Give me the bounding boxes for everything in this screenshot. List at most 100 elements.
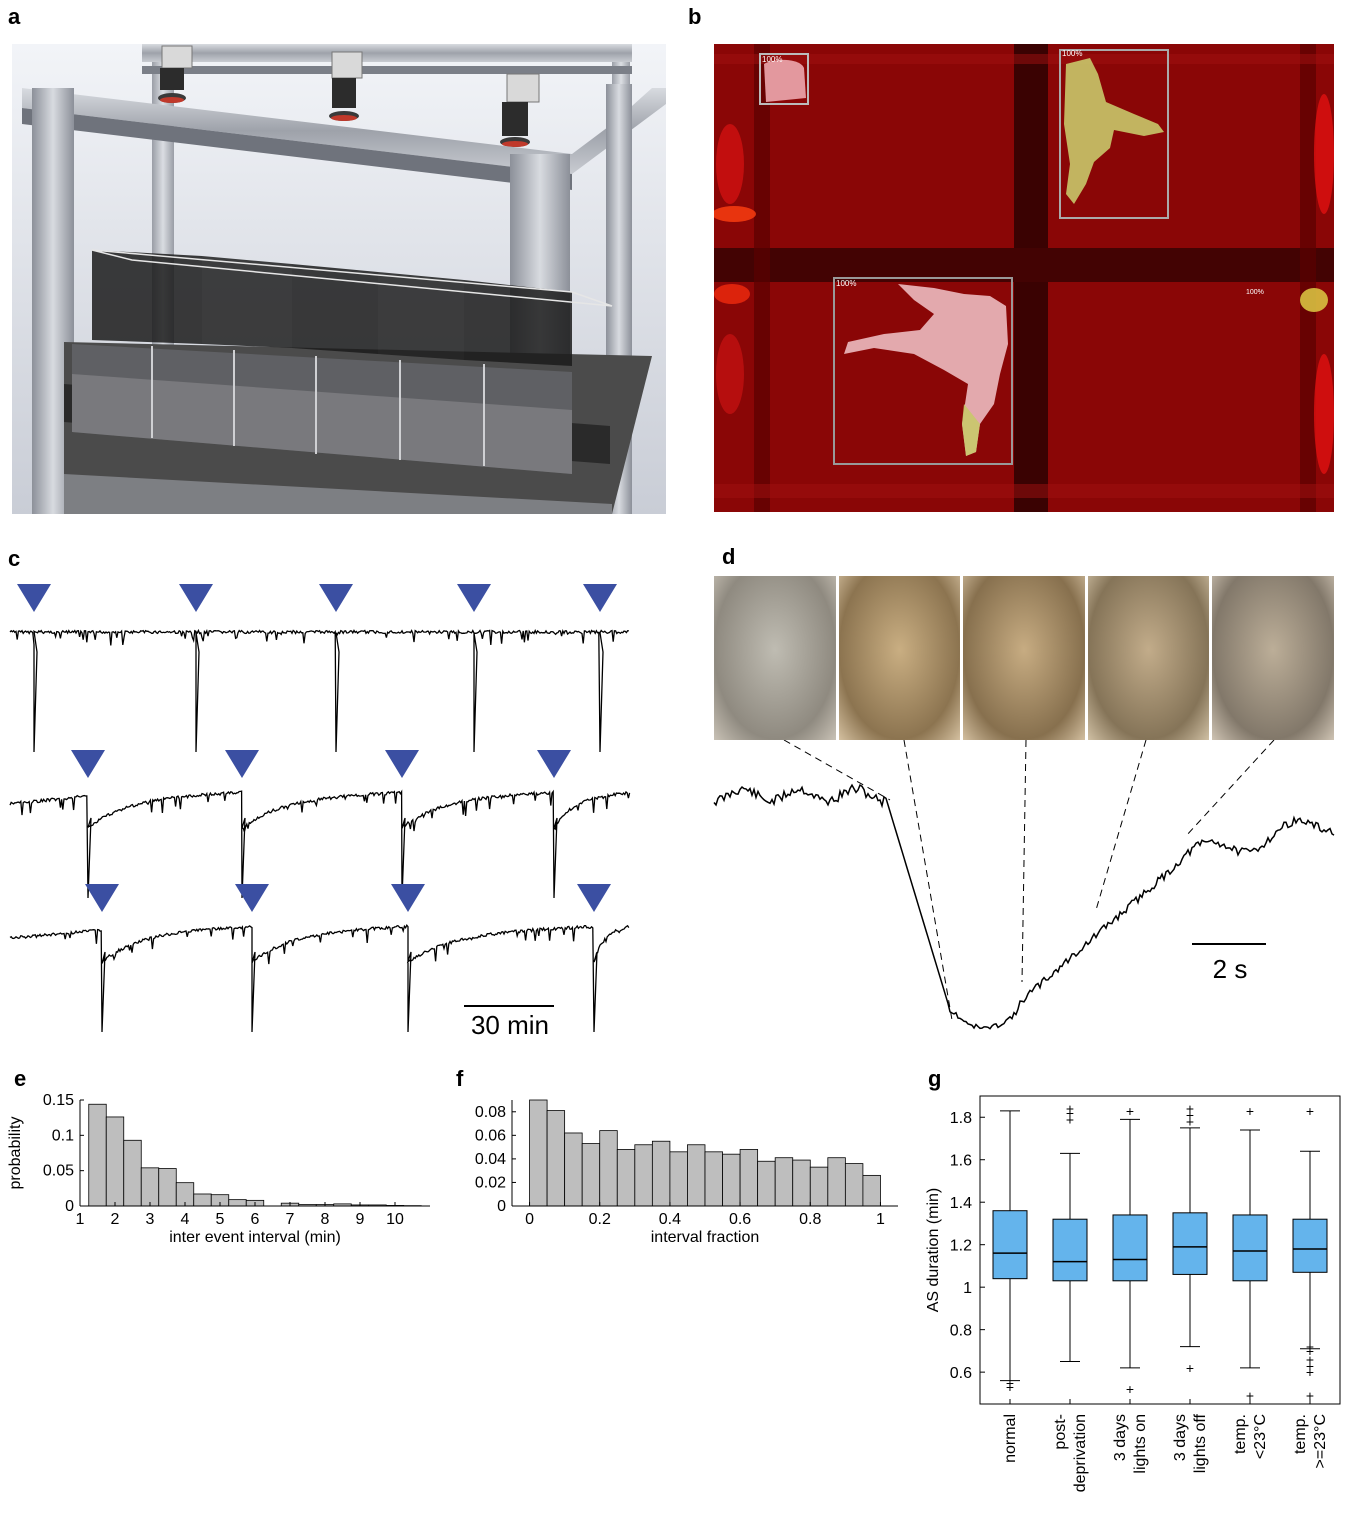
panel-e-histogram: 0 0.05 0.1 0.15 1 2 3 4 5 6 7 8 9 10 inter event inter… [0, 1086, 450, 1246]
x-tick-label-g-1-0: post- [1052, 1414, 1069, 1450]
photo-frame-1 [714, 576, 836, 740]
box-g-3 [1172, 1212, 1208, 1275]
rig-illustration [12, 44, 666, 514]
bar-e-0 [88, 1103, 107, 1207]
panel-letter-e: e [14, 1066, 27, 1091]
event-marker-c-1-0 [71, 750, 105, 778]
bar-e-6 [193, 1193, 212, 1207]
x-tick-label-e-2: 3 [146, 1211, 155, 1228]
y-tick-label-g-6: 1.8 [950, 1110, 972, 1127]
y-tick-label-g-2: 1 [963, 1280, 972, 1297]
trace-c-row-0 [9, 628, 629, 753]
x-tick-label-e-8: 9 [356, 1211, 365, 1228]
y-tick-label-g-0: 0.6 [950, 1365, 972, 1382]
x-tick-label-g-3-1: lights off [1192, 1413, 1209, 1473]
panel-letter-b: b [688, 4, 702, 29]
bar-e-3 [140, 1167, 160, 1207]
detection-label-2: 100% [1062, 49, 1082, 58]
detection-box-2: 100% [1059, 49, 1169, 219]
outlier-g-2-1: + [1126, 1103, 1134, 1119]
y-tick-label-e-2: 0.1 [52, 1127, 74, 1144]
photo-frame-5 [1212, 576, 1334, 740]
y-tick-label-g-3: 1.2 [950, 1238, 972, 1255]
detection-label-1: 100% [762, 55, 782, 64]
x-tick-label-e-4: 5 [216, 1211, 225, 1228]
event-marker-c-0-1 [179, 584, 213, 612]
trace-d-line [713, 783, 1335, 1030]
photo-frame-3 [963, 576, 1085, 740]
event-marker-c-2-2 [391, 884, 425, 912]
x-tick-label-g-5-0: temp. [1292, 1414, 1309, 1454]
panel-b-tracking-frame: 100% 100% 100% 100% [714, 44, 1334, 512]
y-axis-label-g: AS duration (min) [925, 1188, 942, 1313]
bar-f-3 [581, 1143, 601, 1207]
bar-f-1 [546, 1110, 566, 1207]
bar-f-2 [564, 1132, 583, 1207]
bar-e-1 [105, 1116, 125, 1207]
bar-f-8 [669, 1151, 688, 1207]
chart-g-svg: 0.60.811.21.41.61.8AS duration (min)++no… [925, 1095, 1341, 1492]
bar-e-8 [228, 1199, 247, 1207]
outlier-g-5-6: + [1306, 1103, 1314, 1119]
x-tick-label-g-1-1: deprivation [1072, 1414, 1089, 1492]
panel-letter-d: d [722, 544, 736, 569]
tracking-image: 100% 100% 100% 100% [714, 44, 1334, 512]
x-tick-label-e-0: 1 [76, 1211, 85, 1228]
scalebar-d-label: 2 s [1212, 954, 1248, 984]
x-tick-label-g-4-0: temp. [1232, 1414, 1249, 1454]
box-g-4 [1232, 1214, 1268, 1282]
x-tick-label-e-6: 7 [286, 1211, 295, 1228]
bar-f-11 [722, 1153, 741, 1207]
scalebar-d [1192, 943, 1266, 945]
outlier-g-3-0: + [1186, 1360, 1194, 1376]
x-tick-label-g-4-1: <23°C [1252, 1414, 1269, 1459]
outlier-g-5-3: + [1306, 1351, 1314, 1367]
y-tick-label-f-0: 0 [497, 1198, 506, 1215]
x-tick-label-g-2-0: 3 days [1112, 1414, 1129, 1461]
x-tick-label-f-0: 0 [525, 1211, 534, 1228]
bar-f-18 [844, 1163, 864, 1207]
camera-middle [329, 51, 363, 121]
event-marker-c-2-0 [85, 884, 119, 912]
panel-letter-f: f [456, 1066, 464, 1091]
photo-frame-2 [838, 576, 961, 740]
outlier-g-0-0: + [1006, 1375, 1014, 1391]
y-tick-label-f-1: 0.02 [475, 1174, 506, 1191]
outlier-g-0-1: + [1006, 1379, 1014, 1395]
x-tick-label-e-7: 8 [321, 1211, 330, 1228]
bar-f-16 [809, 1166, 829, 1207]
y-tick-label-f-2: 0.04 [475, 1151, 506, 1168]
y-tick-label-f-3: 0.06 [475, 1127, 506, 1144]
bar-f-5 [616, 1149, 636, 1207]
trace-d-guide-4 [1185, 740, 1275, 837]
box-g-0 [992, 1210, 1028, 1280]
chart-e-svg: 0 0.05 0.1 0.15 1 2 3 4 5 6 7 8 9 10 inter event inter… [7, 1092, 430, 1246]
x-tick-label-f-3: 0.6 [729, 1211, 751, 1228]
outlier-g-1-2: + [1066, 1101, 1074, 1117]
box-g-5 [1292, 1218, 1328, 1273]
outlier-g-5-0: + [1306, 1388, 1314, 1404]
outlier-g-5-5: + [1306, 1339, 1314, 1355]
x-tick-label-g-5-1: >=23°C [1312, 1414, 1329, 1468]
photo-frame-4 [1087, 576, 1210, 740]
panel-f-histogram: 0 0.02 0.04 0.06 0.08 0 0.2 0.4 0.6 0.8 1 interval … [460, 1086, 920, 1246]
outlier-g-3-3: + [1186, 1101, 1194, 1117]
y-tick-label-g-5: 1.6 [950, 1153, 972, 1170]
event-marker-c-0-3 [457, 584, 491, 612]
y-axis-label-e: probability [7, 1117, 24, 1190]
panel-d-trace [700, 740, 1346, 1040]
y-tick-label-f-4: 0.08 [475, 1104, 506, 1121]
detection-label-3: 100% [836, 279, 856, 288]
bar-f-4 [599, 1130, 618, 1207]
outlier-g-4-0: + [1246, 1388, 1254, 1404]
outlier-g-3-1: + [1186, 1113, 1194, 1129]
bar-f-9 [687, 1144, 706, 1207]
panel-c-traces [0, 580, 660, 1050]
outlier-g-5-4: + [1306, 1343, 1314, 1359]
chart-f-svg: 0 0.02 0.04 0.06 0.08 0 0.2 0.4 0.6 0.8 1 interval … [475, 1099, 898, 1246]
trace-c-row-2 [9, 923, 630, 1033]
panel-d-photo-strip [714, 576, 1334, 740]
x-axis-label-e: inter event interval (min) [169, 1229, 341, 1246]
trace-d-guide-3 [1095, 740, 1147, 911]
y-tick-label-e-1: 0.05 [43, 1163, 74, 1180]
